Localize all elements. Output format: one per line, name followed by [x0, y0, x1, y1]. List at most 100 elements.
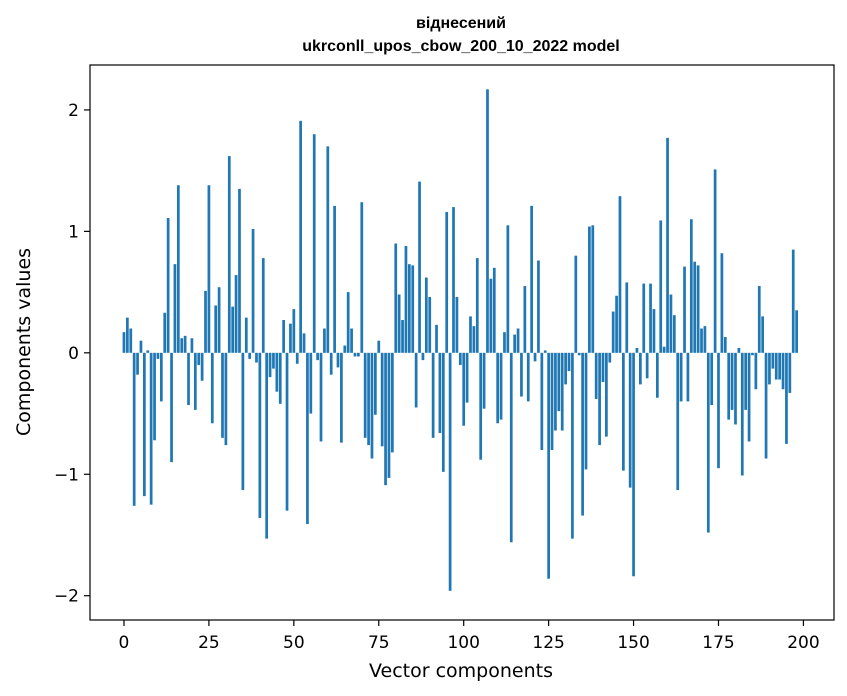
bar-41: [261, 258, 265, 353]
bar-153: [642, 283, 646, 353]
x-tick-label-0: 0: [119, 633, 130, 653]
bar-48: [285, 352, 289, 511]
bar-140: [598, 352, 601, 446]
y-axis-label: Components values: [13, 248, 35, 436]
bar-89: [424, 277, 428, 353]
bar-33: [234, 275, 238, 353]
bar-151: [635, 347, 639, 353]
bar-79: [391, 352, 394, 453]
bar-53: [302, 333, 306, 353]
bar-80: [394, 243, 398, 353]
bar-5: [139, 340, 143, 353]
bar-35: [241, 352, 245, 491]
bar-12: [163, 312, 167, 353]
bar-119: [526, 352, 530, 402]
bar-96: [448, 352, 452, 591]
bar-129: [560, 352, 564, 431]
bar-120: [530, 205, 533, 353]
bar-51: [295, 352, 299, 364]
bar-42: [265, 352, 269, 539]
y-axis-ticks: −2 −1 0 1 2: [54, 101, 90, 607]
bar-90: [428, 296, 432, 353]
bar-122: [537, 260, 540, 353]
bar-21: [193, 352, 197, 410]
y-tick-label-1: −1: [54, 465, 79, 485]
bar-34: [238, 188, 241, 353]
bar-82: [401, 320, 404, 353]
bar-6: [143, 352, 146, 497]
bar-38: [251, 228, 255, 353]
bar-3: [132, 352, 136, 506]
bar-85: [411, 265, 415, 353]
bar-159: [662, 346, 666, 353]
bar-126: [550, 352, 554, 450]
bar-189: [764, 352, 768, 459]
bar-87: [418, 181, 421, 353]
bar-63: [336, 352, 340, 368]
bar-23: [200, 352, 204, 381]
bar-13: [166, 218, 170, 353]
bar-18: [183, 335, 187, 353]
bar-56: [312, 134, 316, 353]
bar-9: [153, 352, 156, 441]
bar-16: [176, 185, 180, 353]
bar-37: [248, 352, 252, 359]
bar-60: [326, 146, 330, 353]
x-tick-label-125: 125: [532, 633, 564, 653]
x-axis-ticks: 0 25 50 75 100 125 150 175 200: [119, 620, 820, 653]
bar-117: [520, 352, 523, 397]
bar-68: [353, 352, 357, 357]
x-axis-label: Vector components: [369, 660, 553, 682]
bar-0: [122, 332, 126, 353]
bar-166: [686, 352, 690, 402]
bar-67: [350, 328, 353, 353]
bar-24: [204, 290, 207, 353]
bar-125: [547, 352, 550, 579]
bar-103: [472, 326, 476, 353]
bar-157: [655, 352, 659, 398]
bar-194: [781, 352, 785, 390]
bar-173: [710, 352, 714, 406]
bar-134: [577, 352, 581, 356]
bar-22: [197, 352, 201, 365]
bar-181: [737, 347, 741, 353]
bar-108: [489, 278, 493, 353]
bar-128: [557, 352, 561, 412]
bar-135: [581, 352, 584, 516]
bar-170: [700, 328, 703, 353]
x-tick-label-175: 175: [702, 633, 734, 653]
bar-104: [475, 258, 479, 353]
y-tick-label-0: −2: [54, 587, 79, 607]
bar-64: [340, 352, 343, 443]
bar-27: [214, 305, 218, 353]
bar-69: [357, 352, 360, 357]
bar-185: [751, 352, 754, 356]
bar-187: [757, 286, 761, 353]
bar-36: [244, 317, 248, 353]
bar-105: [479, 352, 483, 460]
bar-97: [452, 207, 455, 353]
bar-184: [747, 352, 751, 442]
bar-141: [601, 352, 605, 382]
bar-8: [149, 352, 153, 505]
bar-30: [224, 352, 228, 446]
x-tick-label-200: 200: [787, 633, 819, 653]
bar-193: [778, 352, 781, 380]
bar-47: [282, 320, 285, 353]
bar-150: [632, 352, 635, 577]
bar-139: [594, 352, 598, 399]
bar-180: [734, 352, 737, 425]
bar-17: [180, 338, 184, 353]
bar-161: [669, 294, 673, 353]
bar-142: [605, 352, 608, 437]
bar-75: [377, 340, 381, 353]
bar-137: [588, 226, 591, 353]
bar-25: [207, 185, 211, 353]
bar-136: [584, 352, 588, 470]
bar-93: [438, 352, 442, 433]
bar-31: [227, 156, 231, 353]
bar-131: [567, 352, 571, 372]
bar-195: [785, 352, 788, 444]
bar-111: [499, 352, 503, 420]
y-tick-label-3: 1: [68, 222, 79, 242]
